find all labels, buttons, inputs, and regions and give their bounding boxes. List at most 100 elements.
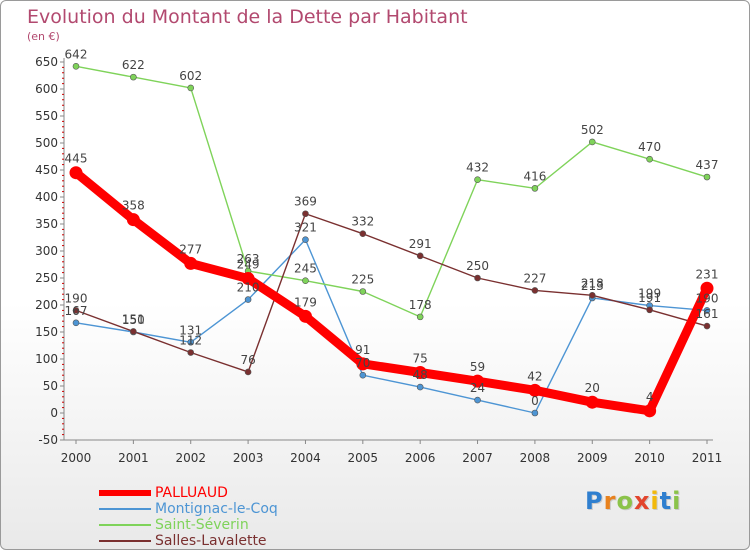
y-tick-label: 450 [35, 163, 58, 177]
y-tick-label: 400 [35, 190, 58, 204]
data-point [528, 383, 542, 397]
data-label: 602 [179, 69, 202, 83]
data-label: 369 [294, 195, 317, 209]
data-point [471, 374, 485, 388]
data-point [130, 328, 137, 335]
legend-swatch [99, 540, 151, 542]
data-point [302, 210, 309, 218]
data-label: 416 [523, 169, 546, 183]
data-point [69, 166, 83, 180]
data-point [72, 307, 80, 314]
data-label: 161 [696, 307, 719, 321]
data-point [474, 176, 481, 184]
x-tick-label: 2004 [290, 451, 321, 465]
data-label: 213 [581, 279, 604, 293]
x-tick-label: 2008 [520, 451, 551, 465]
data-point [356, 357, 370, 371]
data-point [241, 272, 255, 286]
data-point [244, 296, 252, 303]
data-point [126, 213, 140, 227]
data-point [244, 368, 252, 376]
x-tick-label: 2007 [462, 451, 493, 465]
data-label: 210 [237, 281, 260, 295]
x-tick-label: 2001 [118, 451, 149, 465]
data-point [588, 138, 596, 146]
y-tick-label: 50 [43, 379, 58, 393]
x-tick-label: 2009 [577, 451, 608, 465]
data-point [302, 277, 309, 285]
chart-axes: -500501001502002503003504004505005506006… [35, 55, 722, 465]
data-label: 277 [179, 242, 202, 256]
data-label: 263 [237, 252, 260, 266]
data-label: 199 [638, 287, 661, 301]
data-point [646, 306, 653, 314]
x-tick-label: 2003 [233, 451, 264, 465]
series-line-salles-lavalette [75, 213, 708, 373]
y-tick-label: 100 [35, 352, 58, 366]
logo-letter: r [603, 487, 617, 515]
data-label: 445 [65, 152, 88, 166]
data-point [298, 309, 312, 323]
series-line-montignac-le-coq [75, 238, 708, 414]
data-point [703, 322, 711, 330]
data-label: 112 [179, 334, 202, 348]
data-point [302, 236, 309, 243]
data-label: 151 [122, 312, 145, 326]
x-tick-label: 2000 [61, 451, 92, 465]
data-point [585, 395, 599, 409]
x-tick-label: 2002 [175, 451, 206, 465]
data-point [531, 185, 539, 192]
data-label: 70 [355, 356, 370, 370]
data-label: 131 [179, 323, 202, 337]
data-label: 179 [294, 295, 317, 309]
legend-label: Montignac-le-Coq [155, 501, 278, 517]
x-tick-label: 2010 [634, 451, 665, 465]
data-point [646, 155, 653, 163]
data-label: 24 [470, 381, 485, 395]
data-point [531, 287, 539, 294]
x-tick-label: 2005 [348, 451, 379, 465]
data-label: 291 [409, 237, 432, 251]
y-tick-label: 300 [35, 244, 58, 258]
series-lines [71, 65, 712, 416]
data-label: 437 [696, 158, 719, 172]
data-label: 150 [122, 313, 145, 327]
data-label: 0 [531, 394, 539, 408]
data-point [187, 349, 195, 356]
series-line-palluaud [71, 168, 712, 416]
data-label: 191 [638, 291, 661, 305]
data-label: 227 [523, 271, 546, 285]
logo-letter: i [672, 487, 682, 515]
data-point [416, 383, 424, 391]
data-point [187, 338, 195, 346]
data-label: 642 [65, 47, 88, 61]
y-tick-label: 250 [35, 271, 58, 285]
data-point [531, 409, 539, 417]
data-label: 245 [294, 262, 317, 276]
legend-label: PALLUAUD [155, 485, 228, 501]
data-point [416, 252, 424, 260]
data-label: 231 [696, 267, 719, 281]
legend-swatch [99, 508, 151, 510]
data-label: 250 [466, 259, 489, 273]
data-label: 321 [294, 221, 317, 235]
logo-letter: i [650, 487, 660, 515]
data-label: 178 [409, 298, 432, 312]
data-point [72, 63, 80, 70]
y-tick-label: 0 [50, 406, 58, 420]
data-label: 76 [240, 353, 255, 367]
series-line-saint-s-verin [75, 65, 708, 318]
legend-item-montignac: Montignac-le-Coq [99, 501, 359, 517]
proxiti-logo: Proxiti [585, 487, 681, 515]
data-point [588, 291, 596, 299]
data-point [703, 173, 711, 181]
y-tick-label: 600 [35, 82, 58, 96]
y-tick-label: 200 [35, 298, 58, 312]
legend: PALLUAUD Montignac-le-Coq Saint-Séverin … [99, 485, 359, 549]
legend-item-salles-lavalette: Salles-Lavalette [99, 533, 359, 549]
data-point [643, 404, 657, 418]
legend-label: Saint-Séverin [155, 517, 249, 533]
data-label: 470 [638, 140, 661, 154]
